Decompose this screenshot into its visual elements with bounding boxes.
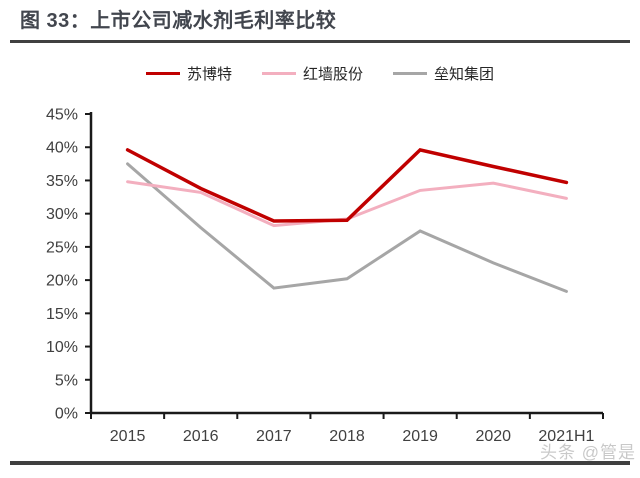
y-axis-label: 5% bbox=[55, 372, 78, 389]
legend-line-swatch-gray bbox=[393, 72, 427, 75]
y-axis-label: 15% bbox=[46, 306, 78, 323]
y-axis-label: 20% bbox=[46, 273, 78, 290]
watermark: 头条 @管是 bbox=[540, 443, 636, 462]
y-axis-label: 40% bbox=[46, 140, 78, 157]
x-axis-label: 2019 bbox=[402, 428, 438, 445]
series-line-苏博特 bbox=[125, 147, 569, 223]
y-axis-label: 30% bbox=[46, 206, 78, 223]
legend-label: 苏博特 bbox=[186, 66, 232, 83]
legend-item-subote: 苏博特 bbox=[145, 63, 232, 84]
y-axis-label: 0% bbox=[55, 406, 78, 423]
y-axis-label: 25% bbox=[46, 239, 78, 256]
legend-label: 垒知集团 bbox=[434, 66, 495, 83]
legend-item-hongqiang: 红墙股份 bbox=[261, 63, 363, 84]
legend-label: 红墙股份 bbox=[302, 66, 363, 83]
x-axis-label: 2021H1 bbox=[538, 428, 594, 445]
bottom-rule bbox=[10, 461, 630, 465]
legend-item-leizhi: 垒知集团 bbox=[393, 63, 494, 84]
title-underline-rule bbox=[10, 40, 630, 43]
figure-title: 图 33：上市公司减水剂毛利率比较 bbox=[20, 10, 337, 32]
x-axis-label: 2020 bbox=[475, 428, 511, 445]
x-axis-label: 2016 bbox=[183, 428, 219, 445]
y-axis-label: 35% bbox=[46, 173, 78, 190]
y-axis-label: 10% bbox=[46, 339, 78, 356]
x-axis-label: 2017 bbox=[256, 428, 292, 445]
legend-line-swatch-pink bbox=[261, 72, 296, 75]
chart-legend: 苏博特 红墙股份 垒知集团 bbox=[0, 63, 640, 84]
y-axis-label: 45% bbox=[46, 107, 78, 124]
legend-line-swatch-red bbox=[145, 71, 180, 76]
x-axis-label: 2015 bbox=[110, 428, 146, 445]
series-line-垒知集团 bbox=[126, 162, 568, 293]
x-axis-label: 2018 bbox=[329, 428, 365, 445]
